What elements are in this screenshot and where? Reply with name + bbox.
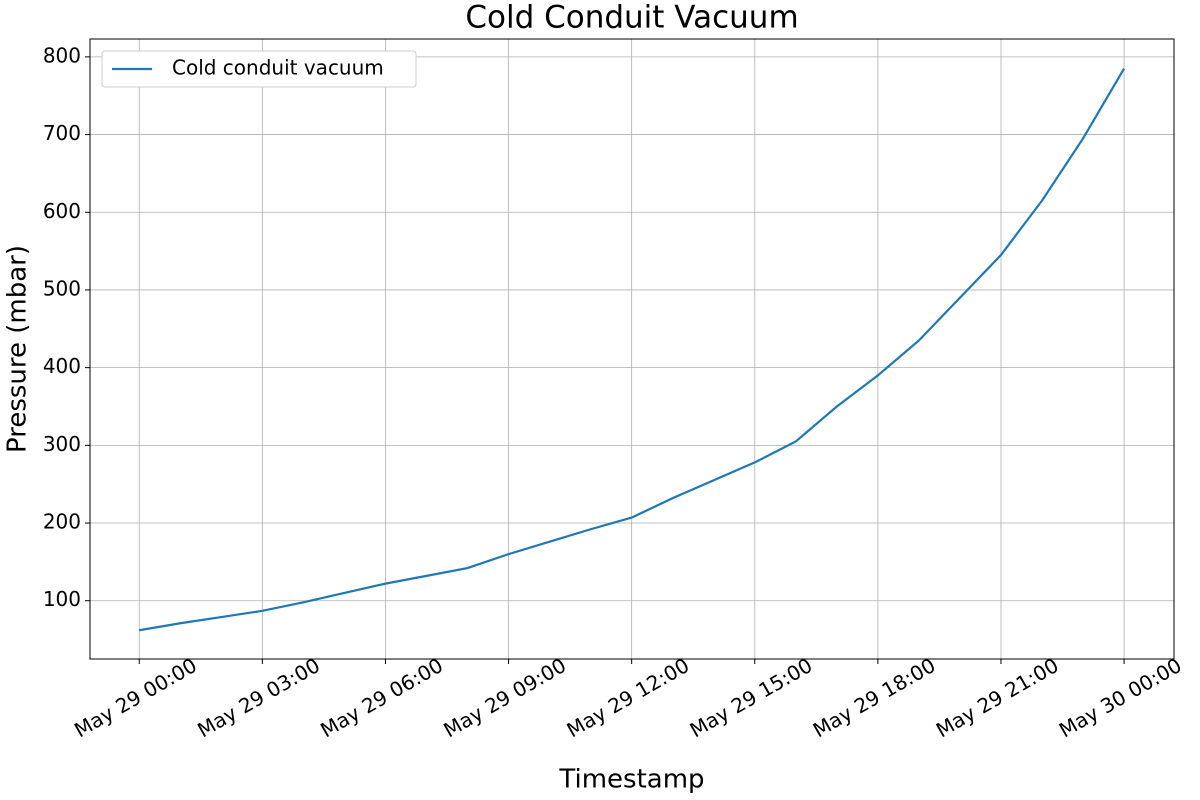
y-tick-label: 700 bbox=[43, 121, 81, 145]
x-tick-label: May 29 12:00 bbox=[563, 653, 694, 742]
x-tick-label: May 30 00:00 bbox=[1055, 653, 1186, 742]
legend-label: Cold conduit vacuum bbox=[172, 56, 384, 80]
x-tick-label: May 29 18:00 bbox=[809, 653, 940, 742]
plot-frame bbox=[89, 38, 1175, 660]
legend-box bbox=[101, 50, 417, 88]
y-tick-label: 600 bbox=[43, 199, 81, 223]
y-tick-label: 100 bbox=[43, 587, 81, 611]
y-tick-label: 300 bbox=[43, 432, 81, 456]
x-tick-label: May 29 00:00 bbox=[70, 653, 201, 742]
x-tick-label: May 29 03:00 bbox=[193, 653, 324, 742]
x-tick-label: May 29 15:00 bbox=[686, 653, 817, 742]
y-tick-label: 500 bbox=[43, 276, 81, 300]
x-tick-label: May 29 09:00 bbox=[439, 653, 570, 742]
x-tick-label: May 29 06:00 bbox=[316, 653, 447, 742]
y-tick-label: 400 bbox=[43, 354, 81, 378]
y-tick-label: 200 bbox=[43, 510, 81, 534]
y-axis-label: Pressure (mbar) bbox=[3, 245, 33, 453]
x-axis-label: Timestamp bbox=[558, 765, 704, 795]
line-series bbox=[139, 67, 1126, 632]
chart-title: Cold Conduit Vacuum bbox=[465, 0, 798, 36]
y-tick-label: 800 bbox=[43, 43, 81, 67]
x-tick-label: May 29 21:00 bbox=[932, 653, 1063, 742]
